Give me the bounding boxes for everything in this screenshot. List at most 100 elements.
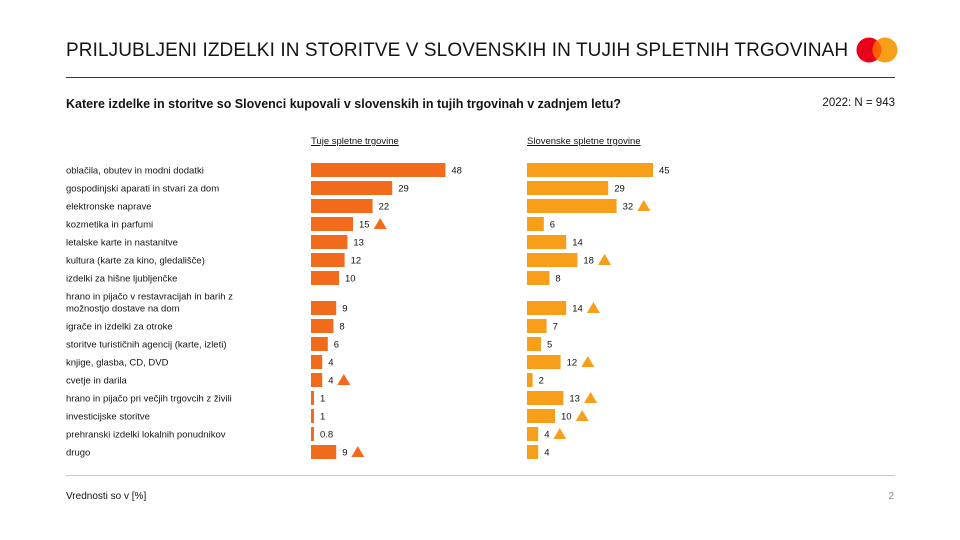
bar-foreign xyxy=(311,163,446,177)
category-label: gospodinjski aparati in stvari za dom xyxy=(66,184,219,195)
value-label-slovenian: 7 xyxy=(553,322,558,333)
sample-size: 2022: N = 943 xyxy=(822,97,895,109)
bar-foreign xyxy=(311,199,373,213)
value-label-foreign: 4 xyxy=(328,358,333,369)
value-label-foreign: 15 xyxy=(359,220,370,231)
bar-foreign xyxy=(311,391,314,405)
increase-triangle-icon xyxy=(373,218,387,229)
bar-slovenian xyxy=(527,427,539,441)
bar-slovenian xyxy=(527,199,617,213)
increase-triangle-icon xyxy=(351,446,365,457)
bar-foreign xyxy=(311,373,323,387)
value-label-slovenian: 32 xyxy=(623,202,634,213)
category-label: knjige, glasba, CD, DVD xyxy=(66,358,169,369)
bar-slovenian xyxy=(527,301,567,315)
category-label: elektronske naprave xyxy=(66,202,152,213)
value-label-slovenian: 14 xyxy=(572,304,583,315)
value-label-foreign: 9 xyxy=(342,304,347,315)
bar-slovenian xyxy=(527,409,555,423)
value-label-foreign: 48 xyxy=(451,166,462,177)
increase-triangle-icon xyxy=(581,356,595,367)
category-label: kultura (karte za kino, gledališče) xyxy=(66,256,205,267)
value-label-foreign: 13 xyxy=(353,238,364,249)
category-label: cvetje in darila xyxy=(66,376,127,387)
value-label-foreign: 1 xyxy=(320,412,325,423)
bar-foreign xyxy=(311,271,339,285)
increase-triangle-icon xyxy=(584,392,598,403)
brand-logo xyxy=(856,37,898,63)
value-label-slovenian: 8 xyxy=(555,274,560,285)
bar-foreign xyxy=(311,235,348,249)
increase-triangle-icon xyxy=(586,302,600,313)
increase-triangle-icon xyxy=(575,410,589,421)
bar-slovenian xyxy=(527,373,533,387)
category-label: kozmetika in parfumi xyxy=(66,220,153,231)
bar-foreign xyxy=(311,409,314,423)
bar-slovenian xyxy=(527,445,539,459)
increase-triangle-icon xyxy=(337,374,351,385)
category-label: hrano in pijačo v restavracijah in barih… xyxy=(66,292,233,315)
value-label-slovenian: 12 xyxy=(567,358,578,369)
value-label-foreign: 8 xyxy=(339,322,344,333)
increase-triangle-icon xyxy=(553,428,567,439)
category-label: oblačila, obutev in modni dodatki xyxy=(66,166,204,177)
bar-slovenian xyxy=(527,235,567,249)
value-label-foreign: 1 xyxy=(320,394,325,405)
bar-slovenian xyxy=(527,319,547,333)
header-divider xyxy=(66,77,895,78)
bar-foreign xyxy=(311,319,334,333)
survey-question: Katere izdelke in storitve so Slovenci k… xyxy=(66,97,622,111)
bar-foreign xyxy=(311,337,328,351)
category-label: storitve turističnih agencij (karte, izl… xyxy=(66,340,227,351)
value-label-slovenian: 5 xyxy=(547,340,552,351)
value-label-slovenian: 14 xyxy=(572,238,583,249)
value-label-slovenian: 4 xyxy=(544,448,549,459)
footer-divider xyxy=(66,475,895,476)
category-label: igrače in izdelki za otroke xyxy=(66,322,173,333)
value-label-foreign: 0.8 xyxy=(320,430,333,441)
bar-slovenian xyxy=(527,355,561,369)
value-label-slovenian: 13 xyxy=(569,394,580,405)
bar-foreign xyxy=(311,217,353,231)
value-label-foreign: 9 xyxy=(342,448,347,459)
increase-triangle-icon xyxy=(637,200,651,211)
category-label: investicijske storitve xyxy=(66,412,150,423)
bar-foreign xyxy=(311,355,323,369)
footnote: Vrednosti so v [%] xyxy=(66,491,147,502)
series-header-slovenian: Slovenske spletne trgovine xyxy=(527,136,641,147)
bar-foreign xyxy=(311,445,337,459)
value-label-slovenian: 29 xyxy=(614,184,625,195)
value-label-foreign: 12 xyxy=(351,256,362,267)
bar-foreign xyxy=(311,301,337,315)
value-label-slovenian: 6 xyxy=(550,220,555,231)
value-label-foreign: 10 xyxy=(345,274,356,285)
page-number: 2 xyxy=(888,491,894,502)
bar-slovenian xyxy=(527,217,544,231)
value-label-slovenian: 2 xyxy=(539,376,544,387)
category-label: izdelki za hišne ljubljenčke xyxy=(66,274,177,285)
category-label: hrano in pijačo pri večjih trgovcih z ži… xyxy=(66,394,232,405)
value-label-slovenian: 10 xyxy=(561,412,572,423)
page-title: PRILJUBLJENI IZDELKI IN STORITVE V SLOVE… xyxy=(66,40,849,61)
value-label-slovenian: 18 xyxy=(583,256,594,267)
bar-slovenian xyxy=(527,181,609,195)
value-label-foreign: 6 xyxy=(334,340,339,351)
bar-foreign xyxy=(311,181,393,195)
bar-foreign xyxy=(311,427,314,441)
bar-foreign xyxy=(311,253,345,267)
bar-slovenian xyxy=(527,163,653,177)
value-label-foreign: 22 xyxy=(379,202,390,213)
value-label-foreign: 4 xyxy=(328,376,333,387)
bar-slovenian xyxy=(527,337,541,351)
category-label: letalske karte in nastanitve xyxy=(66,238,178,249)
category-label: drugo xyxy=(66,448,90,459)
series-header-foreign: Tuje spletne trgovine xyxy=(311,136,399,147)
bar-slovenian xyxy=(527,391,564,405)
increase-triangle-icon xyxy=(598,254,612,265)
bar-slovenian xyxy=(527,271,550,285)
value-label-foreign: 29 xyxy=(398,184,409,195)
bar-slovenian xyxy=(527,253,578,267)
value-label-slovenian: 45 xyxy=(659,166,670,177)
category-label: prehranski izdelki lokalnih ponudnikov xyxy=(66,430,226,441)
